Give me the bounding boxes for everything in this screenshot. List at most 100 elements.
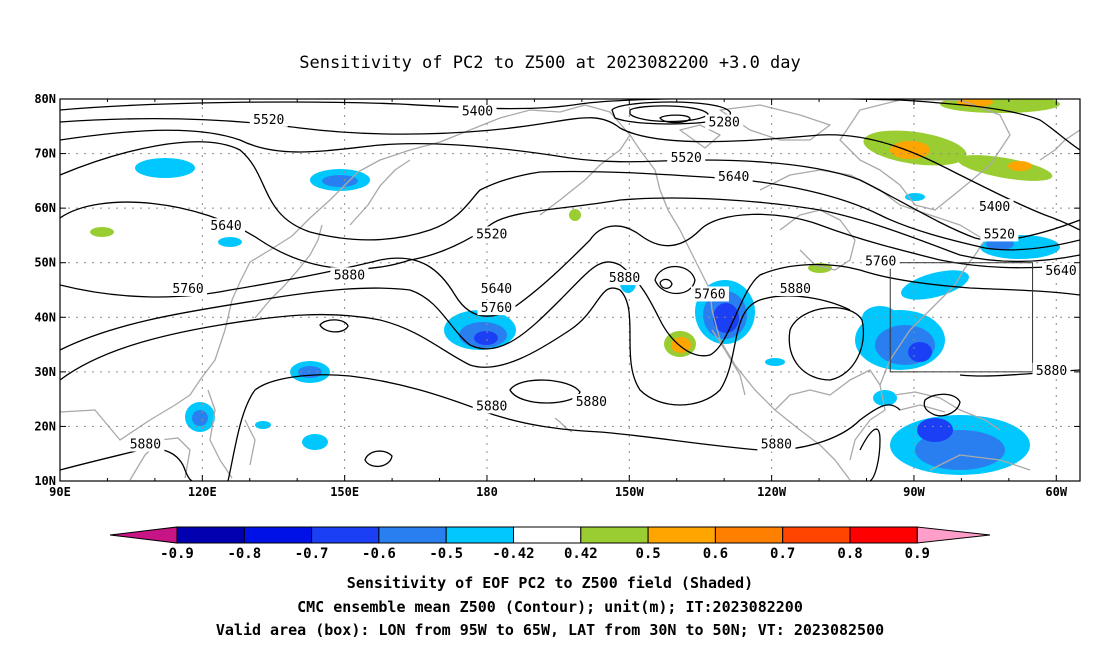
contour-19 (227, 374, 901, 481)
shade-neg-8-deep (713, 303, 739, 333)
contour-1 (629, 105, 709, 123)
lat-tick-label-1: 70N (34, 147, 56, 161)
contour-label-22: 5880 (130, 438, 161, 453)
shade-neg-3 (218, 237, 242, 247)
coastline-8 (711, 329, 746, 396)
colorbar-label-1: -0.8 (227, 546, 261, 562)
colorbar-label-0: -0.9 (160, 546, 194, 562)
colorbar-label-4: -0.5 (429, 546, 463, 562)
contour-label-bg-8 (472, 226, 511, 242)
colorbar-label-2: -0.7 (295, 546, 329, 562)
contour-label-bg-3 (667, 150, 706, 166)
contour-5 (60, 129, 1080, 241)
contour-label-bg-2 (705, 114, 744, 130)
caption-line-2: CMC ensemble mean Z500 (Contour); unit(m… (297, 598, 803, 616)
shade-pos-pacific-core (671, 337, 691, 353)
contour-label-17: 5760 (694, 287, 725, 302)
contour-4 (60, 117, 1080, 231)
shade-neg-17 (765, 358, 785, 366)
lat-tick-label-0: 80N (34, 92, 56, 106)
contour-label-bg-10 (1042, 262, 1080, 278)
lon-tick-label-4: 150W (615, 485, 645, 499)
lon-tick-label-7: 60W (1045, 485, 1067, 499)
contour-11 (319, 319, 349, 333)
colorbar-label-11: 0.9 (905, 546, 930, 562)
contour-label-15: 5640 (481, 282, 512, 297)
contour-label-5: 5400 (979, 200, 1010, 215)
lon-tick-label-5: 120W (757, 485, 787, 499)
colorbar-bin-4 (445, 526, 515, 544)
contour-label-bg-5 (975, 199, 1014, 215)
colorbar-label-6: 0.42 (564, 546, 598, 562)
contour-label-bg-4 (714, 169, 753, 185)
z500-contours (60, 99, 1080, 481)
contour-label-9: 5760 (865, 255, 896, 270)
contour-label-bg-17 (690, 286, 729, 302)
contour-20 (859, 428, 881, 481)
contour-label-bg-19 (472, 398, 511, 414)
shade-pos-small (808, 263, 832, 273)
contour-10 (60, 287, 851, 406)
contour-17 (923, 393, 961, 417)
contour-label-11: 5760 (172, 282, 203, 297)
coastline-10 (879, 239, 986, 386)
contour-label-bg-21 (757, 436, 796, 452)
lat-tick-label-5: 30N (34, 365, 56, 379)
shade-neg-10-deep (908, 342, 932, 362)
contour-label-bg-1 (458, 103, 497, 119)
contour-0 (611, 101, 731, 125)
shade-neg-2-core (322, 175, 358, 187)
shade-pos-mid (569, 209, 581, 221)
contour-label-bg-15 (477, 281, 516, 296)
contour-label-4: 5640 (718, 170, 749, 185)
shade-pos-greenland-core (890, 141, 930, 159)
contour-label-8: 5520 (476, 227, 507, 242)
coastline-2 (349, 159, 411, 226)
coastline-0 (60, 117, 501, 441)
colorbar-label-9: 0.7 (770, 546, 795, 562)
lon-tick-label-0: 90E (49, 485, 71, 499)
contour-16 (788, 307, 865, 381)
shade-pos-west (90, 227, 114, 237)
lat-tick-label-7: 10N (34, 474, 56, 488)
coastline-13 (839, 99, 1011, 211)
contour-13 (364, 450, 393, 467)
coastline-18 (899, 404, 946, 413)
caption-line-1: Sensitivity of EOF PC2 to Z500 field (Sh… (346, 574, 754, 592)
contour-label-1: 5400 (462, 105, 493, 120)
shade-neg-11 (862, 306, 898, 330)
contour-label-7: 5640 (210, 219, 241, 234)
colorbar-bin-0 (176, 526, 245, 544)
colorbar-bin-7 (647, 526, 716, 544)
contour-label-10: 5640 (1045, 264, 1076, 279)
contour-8 (60, 213, 1080, 317)
caption-line-3: Valid area (box): LON from 95W to 65W, L… (215, 621, 885, 639)
colorbar-label-5: -0.42 (492, 546, 534, 562)
colorbar-bin-5 (513, 526, 582, 544)
contour-label-6: 5520 (984, 227, 1015, 242)
shade-neg-16-deep (917, 418, 953, 442)
contour-label-16: 5760 (481, 301, 512, 316)
contour-label-bg-18 (1032, 362, 1071, 378)
contour-label-bg-16 (477, 300, 516, 316)
colorbar-bin-6 (580, 526, 649, 544)
coastline-9 (774, 369, 886, 461)
shade-neg-1 (135, 158, 195, 178)
lat-tick-label-4: 40N (34, 310, 56, 324)
coastline-1 (254, 224, 323, 319)
colorbar-bin-1 (243, 526, 313, 544)
contour-label-bg-22 (126, 436, 165, 452)
coastline-14 (719, 104, 831, 141)
shade-pos-east-core (1008, 161, 1032, 171)
coastline-12 (759, 169, 986, 241)
contour-label-20: 5880 (576, 395, 607, 410)
coastline-20 (1039, 129, 1080, 161)
contour-label-bg-7 (207, 218, 246, 234)
colorbar-min-triangle (109, 526, 178, 544)
contour-labels: 5520 5400 5280 5520 5640 5400 5520 5640 5520 5760… (126, 103, 1080, 453)
shade-neg-13-core (192, 410, 208, 426)
lat-tick-label-2: 60N (34, 201, 56, 215)
coastline-17 (929, 454, 1031, 471)
